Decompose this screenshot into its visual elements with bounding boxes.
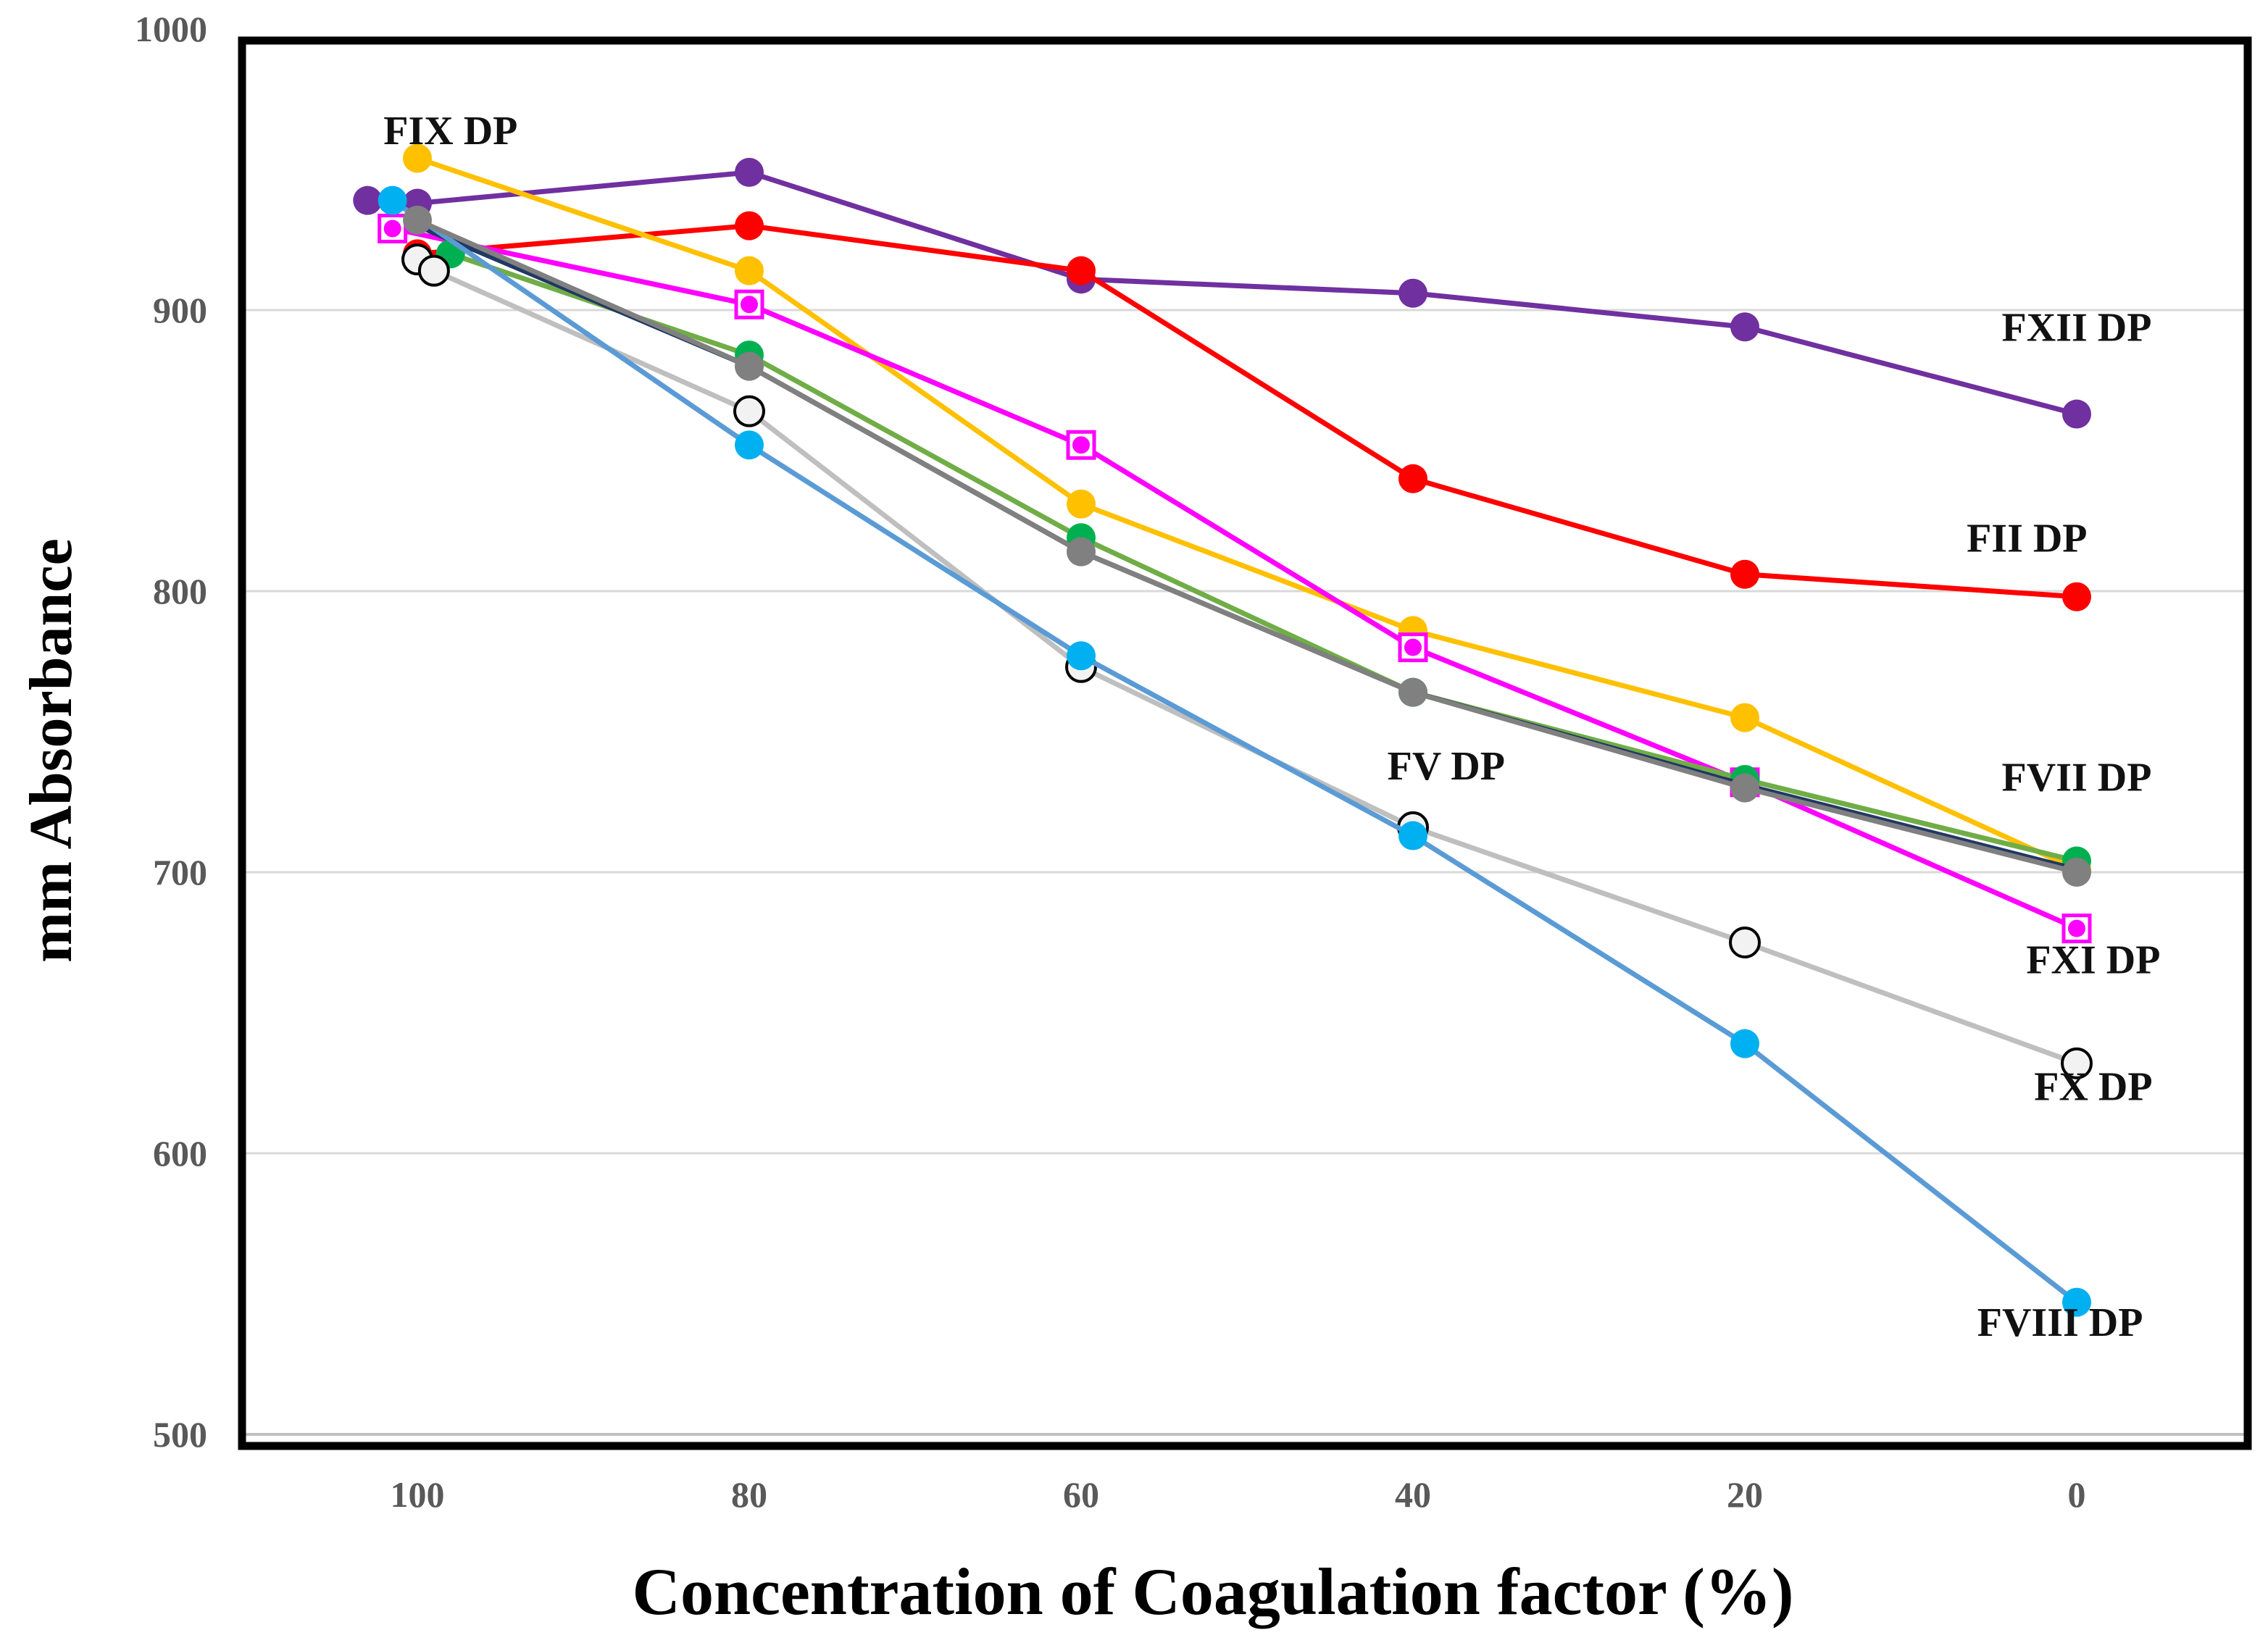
data-point (1066, 430, 1096, 460)
series-line (391, 226, 2078, 931)
grid (242, 309, 2248, 1155)
marker-dot (2068, 919, 2085, 937)
data-point (1398, 632, 1428, 663)
series-line (416, 257, 2078, 1066)
data-point (735, 157, 764, 187)
data-point (1398, 677, 1427, 707)
y-tick-label: 500 (153, 1414, 207, 1455)
data-point (403, 205, 432, 235)
y-tick-label: 1000 (135, 9, 207, 49)
series-label: FX DP (2034, 1064, 2152, 1109)
data-point (735, 351, 764, 381)
series-label: FIX DP (383, 109, 517, 154)
series-line (417, 223, 2077, 600)
series-fix-dp (403, 143, 2091, 885)
series-layer (353, 143, 2093, 1317)
tick-layer: 1000 900 800 700 600 500 100 80 60 40 20 0 (135, 9, 2086, 1515)
y-tick-label: 800 (153, 571, 207, 611)
y-axis-title: mm Absorbance (17, 538, 85, 963)
data-point (1067, 256, 1096, 285)
data-point (1398, 821, 1427, 850)
data-point (378, 213, 408, 243)
series-label: FVIII DP (1977, 1300, 2143, 1345)
series-label: FXII DP (2002, 306, 2152, 351)
series-fx-dp (401, 243, 2093, 1079)
data-point (1067, 489, 1096, 519)
series-label: FVII DP (2002, 755, 2152, 800)
x-tick-label: 60 (1063, 1474, 1099, 1515)
data-point (1398, 278, 1427, 308)
data-point (378, 185, 407, 215)
data-point (735, 256, 764, 285)
data-point (2062, 1287, 2091, 1317)
data-point (1730, 312, 1759, 342)
data-point (733, 395, 765, 427)
series-line (416, 217, 2077, 875)
x-tick-label: 20 (1727, 1474, 1763, 1515)
marker-dot (383, 220, 401, 238)
data-point (735, 211, 764, 241)
y-tick-label: 600 (153, 1133, 207, 1174)
x-axis-title: Concentration of Coagulation factor (%) (633, 1555, 1794, 1629)
y-tick-label: 900 (153, 290, 207, 330)
data-point (2062, 399, 2091, 429)
series-label: FV DP (1388, 744, 1505, 789)
series-fviii-dp (378, 185, 2091, 1317)
series-fxii-dp (353, 157, 2091, 429)
series-line (367, 170, 2077, 417)
annotation-layer: FIX DP FXII DP FII DP FVII DP FV DP FXI DP FX … (383, 109, 2160, 1345)
series-fii-dp (403, 211, 2091, 611)
x-tick-label: 0 (2068, 1474, 2086, 1515)
data-point (1730, 559, 1759, 589)
data-point (2062, 582, 2091, 611)
marker-dot (1404, 638, 1422, 656)
data-point (734, 289, 764, 319)
data-point (1067, 537, 1096, 567)
data-point (1398, 464, 1427, 493)
data-point (1730, 773, 1759, 803)
x-tick-label: 80 (731, 1474, 767, 1515)
series-label: FXI DP (2026, 938, 2160, 983)
data-point (735, 430, 764, 460)
series-line (416, 156, 2078, 872)
series-line (449, 251, 2077, 864)
data-point (417, 254, 450, 287)
data-point (2062, 858, 2091, 887)
data-point (1730, 1029, 1759, 1058)
data-point (353, 185, 383, 215)
data-point (1729, 927, 1761, 958)
data-point (1067, 641, 1096, 671)
series-fdp-gray (403, 205, 2091, 887)
marker-dot (1072, 436, 1090, 454)
data-point (403, 143, 432, 173)
data-point (2061, 914, 2092, 944)
data-point (2061, 1047, 2093, 1079)
marker-dot (741, 296, 758, 314)
data-point (1730, 703, 1759, 732)
x-tick-label: 40 (1395, 1474, 1431, 1515)
y-tick-label: 700 (153, 852, 207, 892)
x-tick-label: 100 (391, 1474, 445, 1515)
series-line (391, 198, 2079, 1305)
series-label: FII DP (1967, 517, 2087, 561)
plot-frame (238, 36, 2252, 1450)
